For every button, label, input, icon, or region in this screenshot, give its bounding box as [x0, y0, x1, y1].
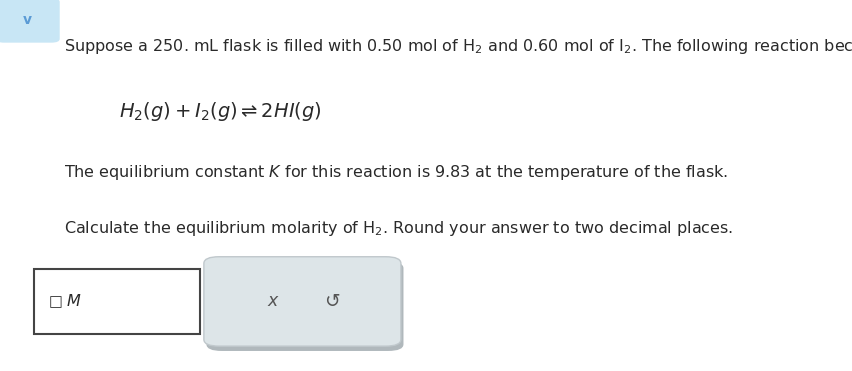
FancyBboxPatch shape: [0, 0, 60, 43]
Text: □: □: [49, 294, 72, 309]
FancyBboxPatch shape: [34, 269, 200, 334]
Text: Calculate the equilibrium molarity of H$_2$. Round your answer to two decimal pl: Calculate the equilibrium molarity of H$…: [64, 219, 733, 238]
Text: Suppose a 250. mL flask is filled with 0.50 mol of H$_2$ and 0.60 mol of I$_2$. : Suppose a 250. mL flask is filled with 0…: [64, 37, 852, 56]
Text: M: M: [66, 294, 80, 309]
Text: $H_2(g)+I_2(g)\rightleftharpoons 2HI(g)$: $H_2(g)+I_2(g)\rightleftharpoons 2HI(g)$: [119, 100, 322, 123]
FancyBboxPatch shape: [204, 257, 400, 346]
Text: ↺: ↺: [324, 292, 340, 311]
FancyBboxPatch shape: [206, 262, 403, 351]
Text: v: v: [23, 13, 32, 27]
Text: The equilibrium constant $K$ for this reaction is 9.83 at the temperature of the: The equilibrium constant $K$ for this re…: [64, 163, 728, 182]
Text: x: x: [267, 292, 277, 311]
